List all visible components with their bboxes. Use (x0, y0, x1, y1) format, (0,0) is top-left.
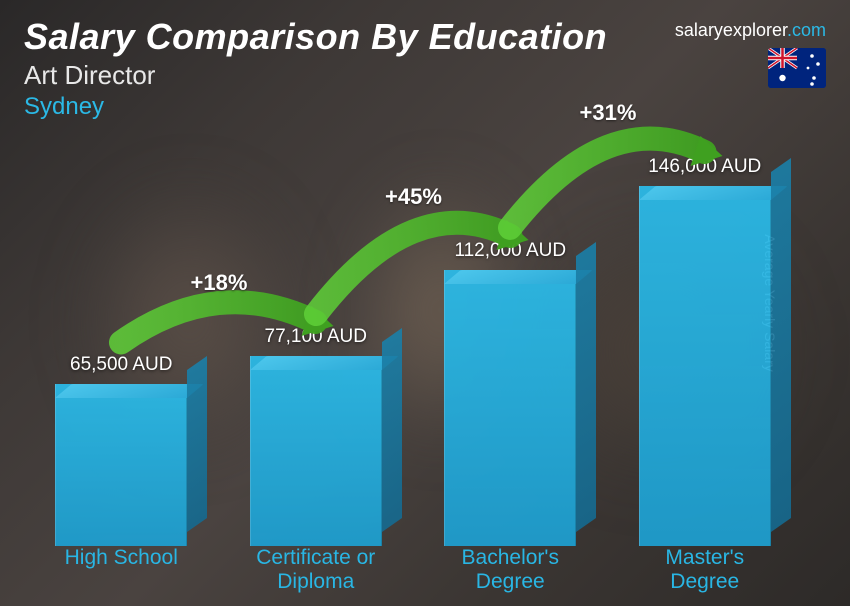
bar-side-face (576, 242, 596, 532)
bar-3d (250, 356, 382, 546)
bar-side-face (771, 158, 791, 532)
bar-front-face (250, 356, 382, 546)
bar-3d (55, 384, 187, 546)
increase-percent-label: +18% (191, 270, 248, 296)
brand-prefix: salaryexplorer (675, 20, 787, 40)
bar-category-label: High School (24, 546, 219, 594)
bar-labels-row: High SchoolCertificate orDiplomaBachelor… (24, 546, 802, 594)
bar-side-face (382, 328, 402, 532)
increase-percent-label: +31% (580, 100, 637, 126)
brand-suffix: .com (787, 20, 826, 40)
increase-percent-label: +45% (385, 184, 442, 210)
bar-category-label: Master'sDegree (608, 546, 803, 594)
bar-front-face (55, 384, 187, 546)
bar-category-label: Certificate orDiploma (219, 546, 414, 594)
brand-watermark: salaryexplorer.com (675, 20, 826, 41)
bar-category-label: Bachelor'sDegree (413, 546, 608, 594)
country-flag-icon (768, 48, 826, 88)
chart-area: 65,500 AUD 77,100 AUD 112,000 AUD 146,00… (24, 140, 802, 594)
bar-side-face (187, 356, 207, 532)
bar-top-face (55, 384, 204, 398)
